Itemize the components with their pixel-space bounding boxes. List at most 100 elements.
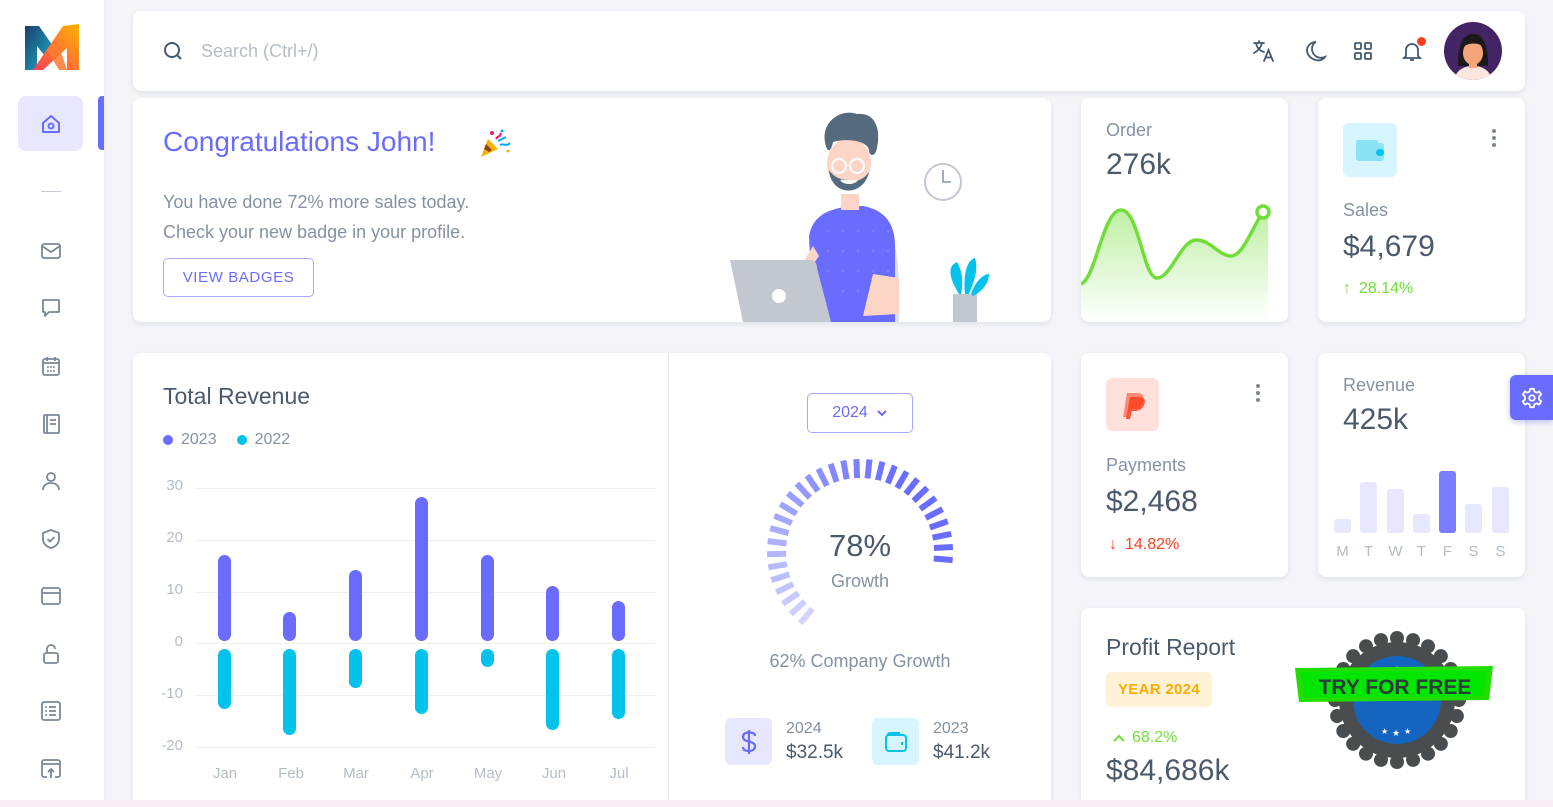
payments-change-value: 14.82% [1125,536,1180,553]
y-tick: -10 [161,685,183,702]
congrats-message: You have done 72% more sales today. Chec… [163,187,469,247]
sidebar-item-auth[interactable] [18,626,83,681]
sidebar-item-email[interactable] [18,223,83,278]
bar-2022-apr[interactable] [415,649,428,714]
order-card: Order 276k [1081,98,1288,322]
sales-icon-tile [1343,123,1397,177]
bar-2023-jun[interactable] [546,586,559,641]
payments-more-button[interactable] [1248,381,1268,405]
svg-text:TRY FOR FREE: TRY FOR FREE [1319,676,1472,699]
gauge-value: 78% [828,528,892,563]
day-label: M [1336,543,1349,560]
party-popper-icon [481,129,511,157]
lock-open-icon [42,643,59,664]
sales-change-value: 28.14% [1359,280,1414,297]
shield-check-icon [41,528,60,549]
mini-stat-year: 2024 [786,719,822,737]
bar-2022-mar[interactable] [349,649,362,688]
shortcuts-button[interactable] [1350,38,1376,64]
total-revenue-chart: Total Revenue 2023 2022 30 20 10 0 -10 -… [133,353,668,807]
view-badges-button[interactable]: VIEW BADGES [163,258,314,297]
sidebar-item-user[interactable] [18,453,83,508]
language-button[interactable] [1251,38,1277,64]
template-customizer-button[interactable] [1510,375,1553,420]
day-label: F [1442,543,1453,560]
sales-title: Sales [1343,200,1389,220]
year-select-dropdown[interactable]: 2024 [807,393,913,433]
legend-item-2022[interactable]: 2022 [236,431,290,449]
sales-value: $4,679 [1343,230,1435,263]
day-label: T [1416,543,1427,560]
paypal-icon [1122,392,1145,419]
wallet-icon [884,731,907,752]
bar-2023-feb[interactable] [283,612,296,641]
y-tick: 20 [166,529,183,546]
order-chart-point [1255,204,1271,220]
card-divider [668,353,669,807]
revenue-bar[interactable] [1387,489,1404,533]
mini-stat-2023: 2023 $41.2k [872,718,990,765]
bar-2022-jun[interactable] [546,649,559,730]
bar-2022-may[interactable] [481,649,494,667]
sidebar-item-home[interactable] [18,96,83,151]
revenue-bar[interactable] [1465,504,1482,533]
dollar-icon [741,729,756,754]
x-tick: Feb [278,765,304,782]
bar-2023-apr[interactable] [415,497,428,641]
bar-2023-may[interactable] [481,555,494,641]
payments-title: Payments [1106,455,1187,475]
notifications-button[interactable] [1399,37,1426,64]
congrats-line-1: You have done 72% more sales today. [163,192,470,212]
revenue-card: Revenue 425k M T W T F S S [1318,353,1525,577]
bar-2023-jan[interactable] [218,555,231,641]
sidebar-item-modals[interactable] [18,741,83,796]
profit-change: 68.2% [1112,729,1177,747]
arrow-down-icon: ↓ [1109,536,1117,553]
profit-change-value: 68.2% [1132,729,1178,746]
user-icon [41,471,60,490]
revenue-bar[interactable] [1360,482,1377,533]
search-input[interactable] [201,35,701,67]
search-icon[interactable] [161,39,185,63]
avatar-image [1444,22,1502,80]
bar-2022-feb[interactable] [283,649,296,735]
sidebar-item-invoice[interactable] [18,396,83,451]
bar-2022-jan[interactable] [218,649,231,709]
revenue-bar[interactable] [1334,519,1351,533]
revenue-bar-highlight[interactable] [1439,471,1456,533]
sidebar-item-wizard[interactable] [18,683,83,738]
legend-item-2023[interactable]: 2023 [163,431,217,449]
gridline [195,747,655,748]
sidebar [0,0,104,800]
total-revenue-title: Total Revenue [163,383,311,409]
bar-2023-mar[interactable] [349,570,362,641]
sales-more-button[interactable] [1484,126,1504,150]
gear-icon [1521,387,1542,408]
app-logo[interactable] [23,22,81,72]
revenue-bar[interactable] [1492,487,1509,533]
chevron-down-icon [877,410,887,417]
man-with-laptop-illustration [730,112,989,322]
sidebar-item-chat[interactable] [18,280,83,335]
sidebar-item-roles[interactable] [18,511,83,566]
calendar-icon [41,356,60,376]
day-label: W [1388,543,1403,560]
theme-toggle-button[interactable] [1303,38,1329,64]
sidebar-item-pages[interactable] [18,568,83,623]
list-icon [40,700,61,721]
day-label: T [1363,543,1374,560]
revenue-title: Revenue [1343,375,1416,395]
x-tick: Apr [410,765,434,782]
revenue-bar[interactable] [1413,514,1430,533]
sidebar-item-calendar[interactable] [18,338,83,393]
bar-2023-jul[interactable] [612,601,625,641]
bar-2022-jul[interactable] [612,649,625,719]
mini-icon-tile [872,718,919,765]
chat-icon [41,298,60,317]
y-tick: 0 [174,633,183,650]
mini-stat-2024: 2024 $32.5k [725,718,843,765]
svg-text:★: ★ [1381,727,1388,736]
try-for-free-badge[interactable]: ★ ★ ★ ★ ★ ★ TRY FOR FREE [1293,630,1498,776]
user-avatar[interactable] [1444,22,1502,80]
total-revenue-card: Total Revenue 2023 2022 30 20 10 0 -10 -… [133,353,1051,807]
